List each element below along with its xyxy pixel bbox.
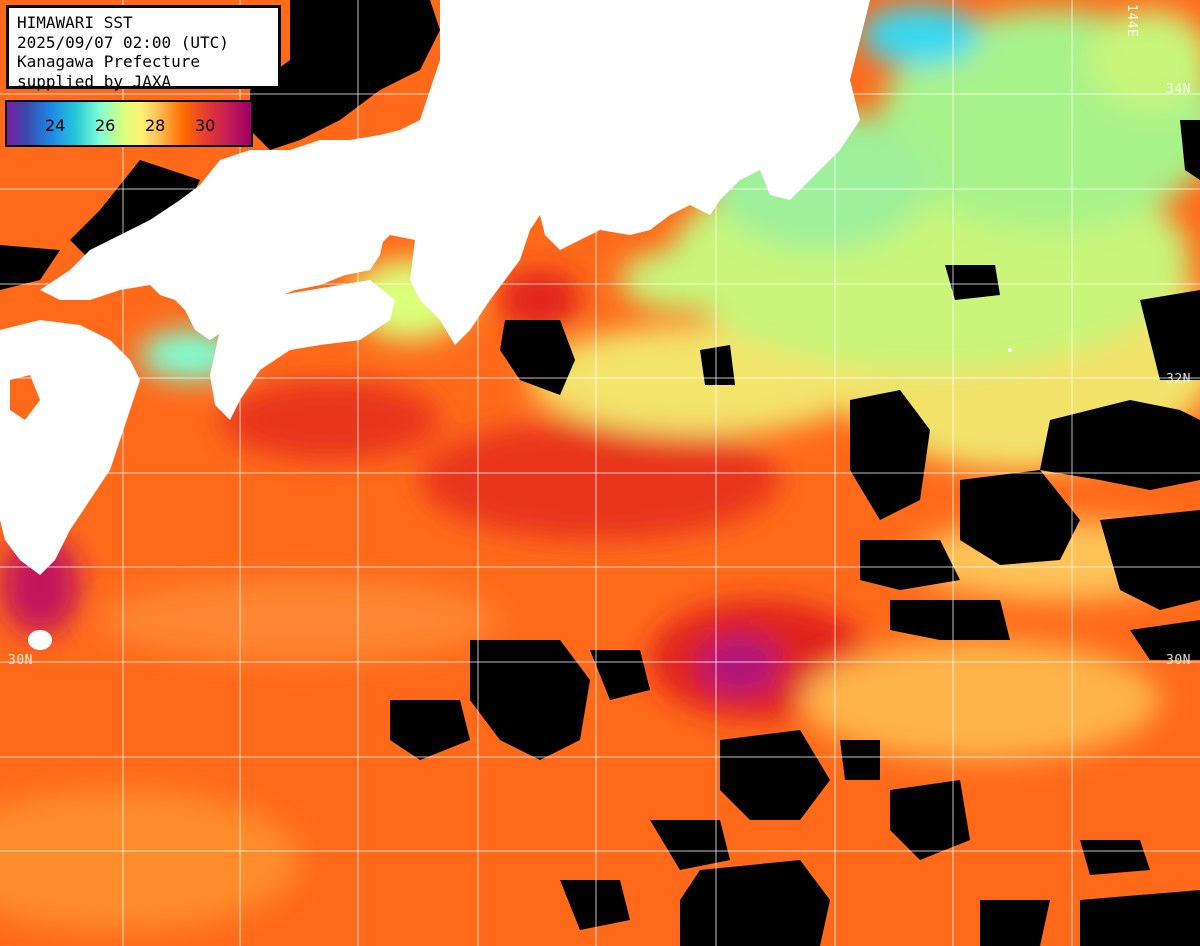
colorbar-tick-24: 24 [45, 116, 66, 135]
observation-datetime: 2025/09/07 02:00 (UTC) [17, 32, 229, 52]
lat-label-32n-right: 32N [1166, 372, 1191, 387]
publisher-name: Kanagawa Prefecture [17, 52, 201, 72]
colorbar-tick-26: 26 [95, 116, 116, 135]
lon-label-144e: 144E [1124, 4, 1139, 38]
map-info-box: HIMAWARI SST 2025/09/07 02:00 (UTC) Kana… [6, 5, 281, 91]
lat-label-34n-right: 34N [1166, 82, 1191, 97]
data-credit: supplied by JAXA [17, 71, 172, 91]
lat-label-30n-left: 30N [8, 653, 33, 668]
product-title: HIMAWARI SST [17, 13, 133, 32]
colorbar-tick-28: 28 [145, 116, 166, 135]
land-mass [0, 0, 1012, 650]
lat-label-30n-right: 30N [1166, 653, 1191, 668]
lon-label-136e: 136E [480, 4, 495, 38]
temperature-colorbar: 24 26 28 30 [5, 100, 253, 147]
colorbar-tick-30: 30 [195, 116, 216, 135]
